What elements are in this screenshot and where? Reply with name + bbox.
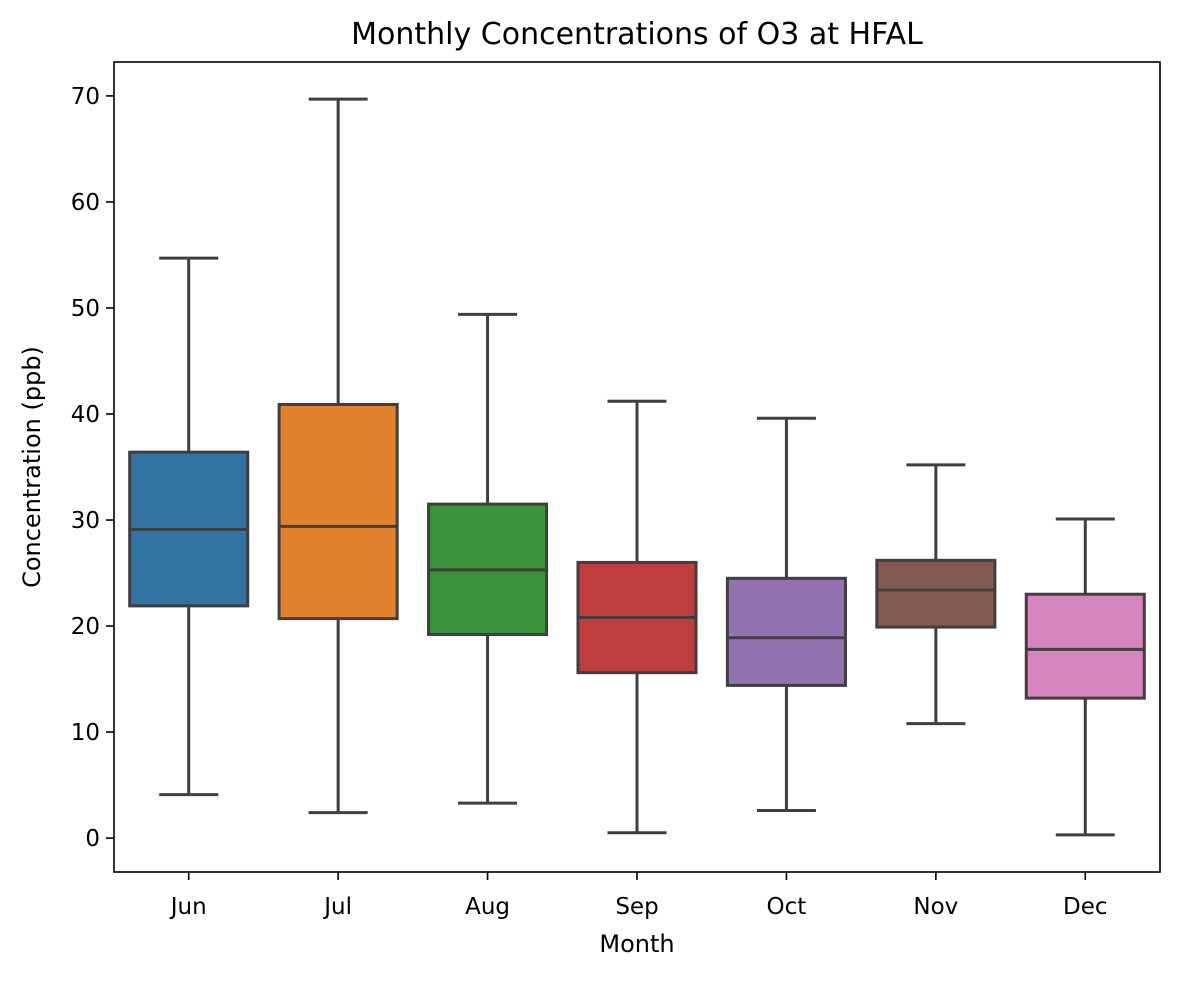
- y-tick-label: 50: [71, 296, 100, 322]
- plot-area: 0 10 20 30 40 50 60 70 Jun Jul Aug Sep Oct Nov Dec: [71, 84, 1146, 920]
- y-tick-label: 60: [71, 190, 100, 216]
- x-tick-label-aug: Aug: [465, 894, 510, 920]
- box-dec: [1024, 592, 1146, 700]
- plot-frame: [113, 61, 1161, 873]
- x-tick-label-sep: Sep: [615, 894, 658, 920]
- x-tick-label-oct: Oct: [767, 894, 807, 920]
- y-tick-label: 10: [71, 720, 100, 746]
- y-tick-label: 70: [71, 84, 100, 110]
- box-jul: [277, 402, 399, 621]
- box-nov: [875, 558, 997, 629]
- y-tick-label: 20: [71, 614, 100, 640]
- y-tick-label: 0: [85, 826, 100, 852]
- x-tick-label-dec: Dec: [1063, 894, 1108, 920]
- x-tick-label-jul: Jul: [322, 894, 352, 920]
- box-oct: [725, 576, 847, 687]
- y-tick-label: 40: [71, 402, 100, 428]
- y-axis-label: Concentration (ppb): [18, 346, 46, 588]
- chart-title: Monthly Concentrations of O3 at HFAL: [351, 17, 923, 52]
- x-axis-label: Month: [599, 930, 674, 958]
- y-tick-label: 30: [71, 508, 100, 534]
- x-tick-label-jun: Jun: [169, 894, 207, 920]
- x-tick-label-nov: Nov: [913, 894, 958, 920]
